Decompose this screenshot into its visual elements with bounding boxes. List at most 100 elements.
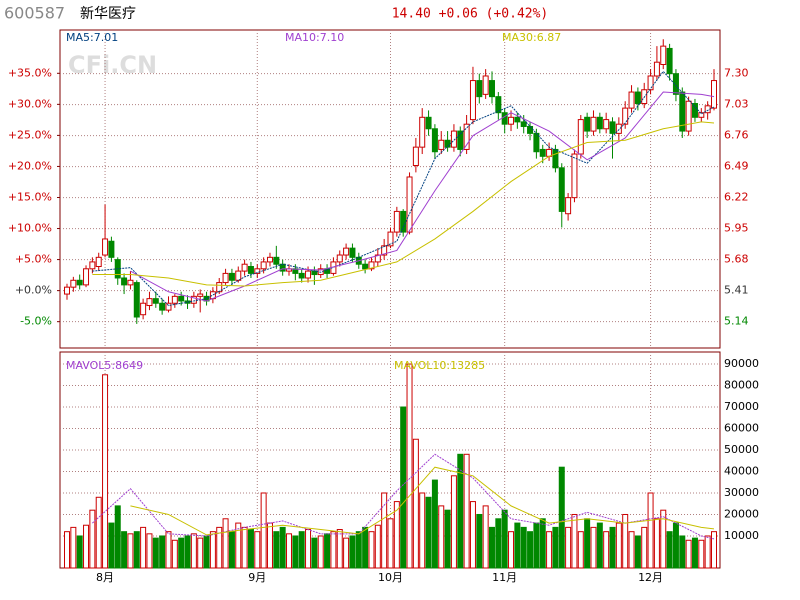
volume-bar bbox=[704, 535, 711, 569]
candle-body bbox=[95, 256, 102, 268]
candle-body bbox=[311, 270, 318, 276]
volume-bar bbox=[653, 518, 660, 569]
volume-bar bbox=[711, 531, 717, 569]
volume-bar bbox=[634, 535, 641, 569]
volume-bar bbox=[203, 535, 210, 569]
volume-bar bbox=[476, 513, 483, 569]
volume-bar bbox=[165, 531, 172, 569]
candle-body bbox=[197, 293, 204, 297]
candle-body bbox=[647, 75, 654, 91]
y-pct-tick-label: +0.0% bbox=[15, 284, 52, 297]
vol-tick-label: 60000 bbox=[724, 422, 759, 435]
vol-tick-label: 20000 bbox=[724, 507, 759, 520]
volume-bar bbox=[140, 526, 147, 569]
x-tick-label: 8月 bbox=[96, 571, 114, 584]
volume-bar bbox=[362, 526, 369, 569]
candle-body bbox=[178, 295, 185, 302]
candle-body bbox=[691, 103, 698, 118]
volume-bar bbox=[121, 531, 128, 569]
volume-bar bbox=[457, 453, 464, 569]
vol-tick-label: 30000 bbox=[724, 486, 759, 499]
candle-body bbox=[457, 130, 464, 150]
volume-bar bbox=[159, 535, 166, 569]
volume-bar bbox=[590, 526, 597, 569]
x-tick-label: 12月 bbox=[638, 571, 663, 584]
legend-entry: MA5:7.01 bbox=[66, 31, 118, 44]
volume-bar bbox=[317, 535, 324, 569]
candle-body bbox=[508, 116, 515, 125]
volume-bar bbox=[247, 529, 254, 569]
candle-body bbox=[571, 153, 578, 199]
volume-bar bbox=[501, 509, 508, 569]
volume-bar bbox=[349, 535, 356, 569]
candle-body bbox=[108, 240, 115, 258]
volume-bar bbox=[102, 374, 109, 569]
volume-bar bbox=[146, 533, 153, 569]
candle-body bbox=[622, 107, 629, 125]
volume-bar bbox=[336, 529, 343, 569]
candle-body bbox=[603, 119, 610, 130]
volume-bar bbox=[260, 492, 267, 569]
candle-body bbox=[660, 45, 667, 66]
volume-bar bbox=[324, 533, 331, 569]
candle-body bbox=[711, 80, 717, 109]
volume-bar bbox=[266, 522, 273, 569]
y-tick-label: 5.95 bbox=[724, 222, 749, 235]
volume-bar bbox=[482, 505, 489, 569]
candle-body bbox=[266, 256, 273, 263]
y-tick-label: 5.14 bbox=[724, 315, 749, 328]
candle-body bbox=[501, 112, 508, 125]
candle-body bbox=[527, 125, 534, 134]
volume-bar bbox=[406, 363, 413, 569]
volume-bar bbox=[76, 535, 83, 569]
vol-tick-label: 70000 bbox=[724, 400, 759, 413]
volume-bar bbox=[647, 492, 654, 569]
y-pct-tick-label: +30.0% bbox=[8, 97, 52, 110]
volume-bar bbox=[311, 537, 318, 569]
candle-body bbox=[469, 80, 476, 121]
legend-entry: MA10:7.10 bbox=[285, 31, 344, 44]
volume-bar bbox=[495, 518, 502, 569]
candle-body bbox=[89, 261, 96, 270]
candle-body bbox=[476, 80, 483, 98]
candle-body bbox=[70, 279, 77, 288]
y-tick-label: 7.30 bbox=[724, 67, 749, 80]
volume-bar bbox=[228, 531, 235, 569]
candle-body bbox=[127, 279, 134, 286]
vol-tick-label: 90000 bbox=[724, 357, 759, 370]
y-pct-tick-label: +10.0% bbox=[8, 222, 52, 235]
candle-body bbox=[336, 254, 343, 263]
candle-body bbox=[298, 272, 305, 279]
candle-body bbox=[235, 270, 242, 281]
candle-body bbox=[514, 116, 521, 123]
legend-entry: MAVOL5:8649 bbox=[66, 359, 143, 372]
volume-bar bbox=[171, 539, 178, 569]
volume-bar bbox=[698, 539, 705, 569]
volume-bar bbox=[444, 509, 451, 569]
volume-bar bbox=[343, 537, 350, 569]
candle-body bbox=[76, 279, 83, 286]
candle-body bbox=[165, 302, 172, 311]
volume-bar bbox=[298, 531, 305, 569]
volume-bar bbox=[552, 526, 559, 569]
volume-bar bbox=[666, 531, 673, 569]
y-tick-label: 7.03 bbox=[724, 98, 749, 111]
candle-body bbox=[520, 121, 527, 127]
candle-body bbox=[634, 91, 641, 105]
volume-bar bbox=[463, 453, 470, 569]
volume-bar bbox=[83, 524, 90, 569]
volume-bar bbox=[514, 522, 521, 569]
volume-bar bbox=[286, 533, 293, 569]
volume-bar bbox=[419, 492, 426, 569]
volume-bar bbox=[254, 531, 261, 569]
volume-bar bbox=[533, 522, 540, 569]
candle-body bbox=[463, 123, 470, 150]
volume-bar bbox=[412, 438, 419, 569]
x-tick-label: 9月 bbox=[248, 571, 266, 584]
candle-body bbox=[577, 119, 584, 155]
candle-body bbox=[228, 272, 235, 281]
candle-body bbox=[393, 210, 400, 233]
volume-bar bbox=[387, 518, 394, 569]
candle-body bbox=[628, 91, 635, 109]
volume-bar bbox=[546, 531, 553, 569]
